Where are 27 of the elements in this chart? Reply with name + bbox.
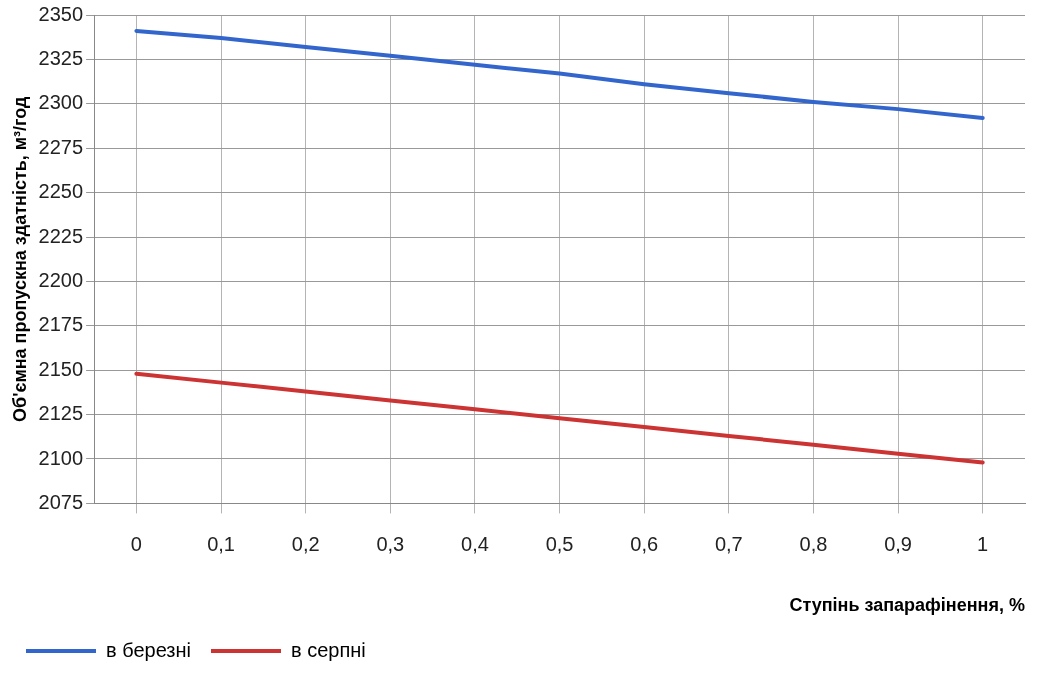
y-tick-label: 2300 [38,91,84,114]
y-tick-label: 2200 [38,268,84,291]
x-axis-title: Ступінь запарафінення, % [789,595,1025,616]
y-tick-label: 2075 [38,490,84,513]
y-tick-label: 2275 [38,135,84,158]
y-tick-label: 2350 [38,2,84,25]
x-tick-label: 0,1 [207,532,235,555]
x-tick-label: 0,4 [461,532,489,555]
x-tick-label: 0,3 [376,532,405,555]
y-tick-label: 2150 [38,357,84,380]
legend-label: в березні [106,638,191,661]
x-tick-label: 0,8 [799,532,828,555]
x-tick-label: 0,5 [545,532,574,555]
x-tick-label: 0,2 [291,532,320,555]
x-tick-label: 0 [130,532,142,555]
x-tick-label: 0,9 [884,532,912,555]
y-axis-title: Об'ємна пропускна здатність, м³/год [9,95,30,422]
x-tick-label: 0,7 [714,532,743,555]
y-tick-label: 2100 [38,446,84,469]
y-tick-label: 2250 [38,180,84,203]
y-tick-label: 2125 [38,402,84,425]
x-tick-label: 1 [977,532,989,555]
y-tick-label: 2325 [38,46,84,69]
y-tick-label: 2175 [38,313,84,336]
y-tick-label: 2225 [38,224,84,247]
legend-label: в серпні [291,638,366,661]
x-tick-label: 0,6 [630,532,659,555]
